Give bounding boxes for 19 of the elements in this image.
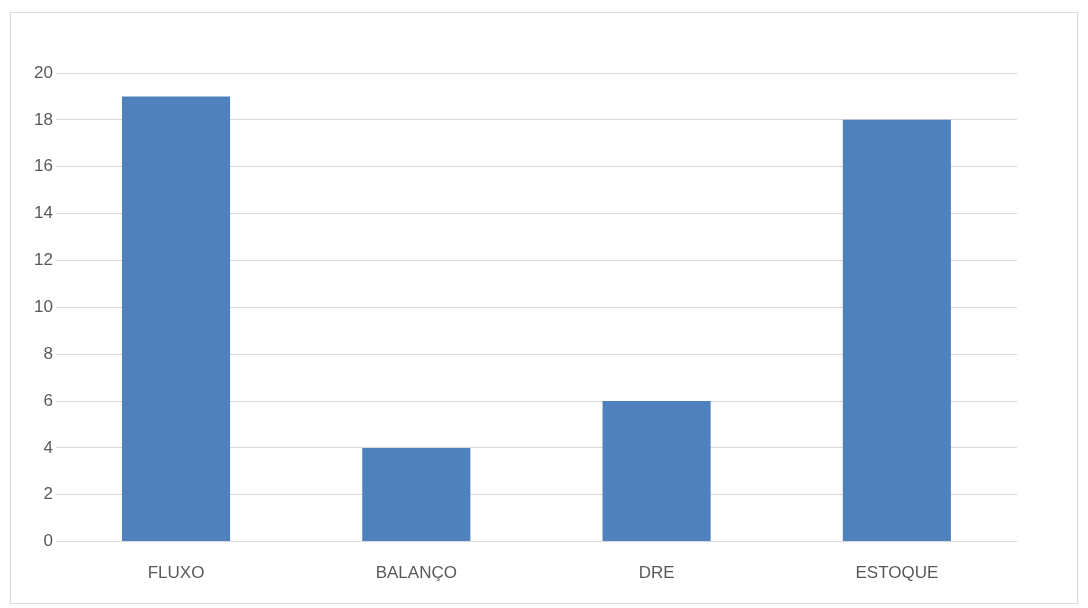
bar (602, 401, 711, 542)
x-tick-label: ESTOQUE (855, 563, 939, 583)
y-tick-label: 6 (43, 390, 53, 410)
bar (842, 119, 951, 542)
y-tick-label: 2 (43, 484, 53, 504)
y-tick-label: 16 (33, 156, 53, 176)
bar (121, 96, 231, 542)
y-tick-label: 4 (43, 437, 53, 457)
x-tick-label: BALANÇO (375, 563, 457, 583)
y-tick-label: 0 (43, 531, 53, 551)
x-tick-label: FLUXO (147, 563, 205, 583)
y-tick-label: 8 (43, 343, 53, 363)
y-tick-label: 14 (33, 203, 53, 223)
y-tick-label: 20 (33, 62, 53, 82)
y-tick-label: 10 (33, 296, 53, 316)
y-tick-label: 18 (33, 109, 53, 129)
y-tick-label: 12 (33, 250, 53, 270)
x-tick-label: DRE (638, 563, 675, 583)
bar (362, 447, 471, 542)
